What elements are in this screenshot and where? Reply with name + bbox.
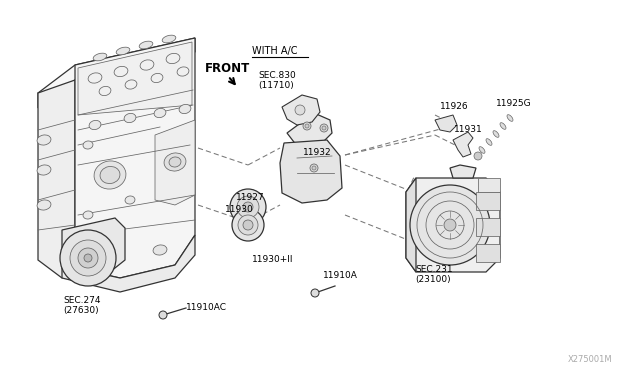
Ellipse shape: [486, 139, 492, 145]
Polygon shape: [450, 165, 476, 178]
Polygon shape: [476, 244, 500, 262]
Ellipse shape: [162, 35, 176, 43]
Ellipse shape: [93, 53, 107, 61]
Circle shape: [237, 196, 259, 218]
Circle shape: [238, 215, 258, 235]
Polygon shape: [478, 178, 500, 192]
Text: SEC.231: SEC.231: [415, 265, 452, 274]
Text: X275001M: X275001M: [568, 355, 612, 364]
Polygon shape: [435, 115, 457, 132]
Text: 11927: 11927: [236, 193, 264, 202]
Ellipse shape: [507, 115, 513, 121]
Polygon shape: [38, 38, 195, 108]
Circle shape: [70, 240, 106, 276]
Circle shape: [312, 166, 316, 170]
Ellipse shape: [83, 141, 93, 149]
Text: 11910AC: 11910AC: [186, 303, 227, 312]
Polygon shape: [75, 38, 195, 278]
Circle shape: [310, 164, 318, 172]
Text: SEC.830: SEC.830: [258, 71, 296, 80]
Ellipse shape: [139, 41, 153, 49]
Circle shape: [295, 105, 305, 115]
Circle shape: [243, 202, 253, 212]
Circle shape: [243, 220, 253, 230]
Circle shape: [322, 126, 326, 130]
Text: (27630): (27630): [63, 306, 99, 315]
Circle shape: [232, 209, 264, 241]
Polygon shape: [406, 178, 416, 272]
Text: SEC.274: SEC.274: [63, 296, 100, 305]
Ellipse shape: [125, 196, 135, 204]
Ellipse shape: [164, 153, 186, 171]
Text: 11930+II: 11930+II: [252, 255, 294, 264]
Circle shape: [84, 254, 92, 262]
Text: (23100): (23100): [415, 275, 451, 284]
Circle shape: [303, 122, 311, 130]
Text: WITH A/C: WITH A/C: [252, 46, 298, 56]
Circle shape: [78, 248, 98, 268]
Text: 11930: 11930: [225, 205, 253, 214]
Ellipse shape: [94, 161, 126, 189]
Text: 11932: 11932: [303, 148, 332, 157]
Ellipse shape: [169, 157, 181, 167]
Polygon shape: [38, 80, 75, 278]
Circle shape: [311, 289, 319, 297]
Text: 11925G: 11925G: [496, 99, 532, 108]
Circle shape: [444, 219, 456, 231]
Text: 11910A: 11910A: [323, 271, 358, 280]
Polygon shape: [78, 42, 192, 115]
Polygon shape: [62, 235, 195, 292]
Ellipse shape: [37, 135, 51, 145]
Circle shape: [230, 189, 266, 225]
Polygon shape: [453, 132, 473, 157]
Polygon shape: [406, 178, 500, 272]
Polygon shape: [62, 218, 125, 272]
Circle shape: [60, 230, 116, 286]
Ellipse shape: [493, 131, 499, 137]
Circle shape: [159, 311, 167, 319]
Circle shape: [320, 124, 328, 132]
Ellipse shape: [124, 113, 136, 123]
Ellipse shape: [479, 147, 485, 153]
Polygon shape: [282, 95, 320, 125]
Polygon shape: [287, 113, 332, 146]
Polygon shape: [280, 140, 342, 203]
Ellipse shape: [37, 165, 51, 175]
Ellipse shape: [153, 245, 167, 255]
Ellipse shape: [37, 200, 51, 210]
Ellipse shape: [100, 166, 120, 183]
Ellipse shape: [500, 123, 506, 129]
Ellipse shape: [116, 47, 130, 55]
Ellipse shape: [179, 105, 191, 113]
Text: 11926: 11926: [440, 102, 468, 111]
Text: (11710): (11710): [258, 81, 294, 90]
Ellipse shape: [89, 121, 101, 129]
Polygon shape: [476, 192, 500, 210]
Ellipse shape: [83, 211, 93, 219]
Circle shape: [410, 185, 490, 265]
Polygon shape: [155, 120, 195, 205]
Text: FRONT: FRONT: [205, 62, 250, 75]
Ellipse shape: [154, 108, 166, 118]
Circle shape: [474, 152, 482, 160]
Circle shape: [305, 124, 309, 128]
Polygon shape: [476, 218, 500, 236]
Text: 11931: 11931: [454, 125, 483, 134]
